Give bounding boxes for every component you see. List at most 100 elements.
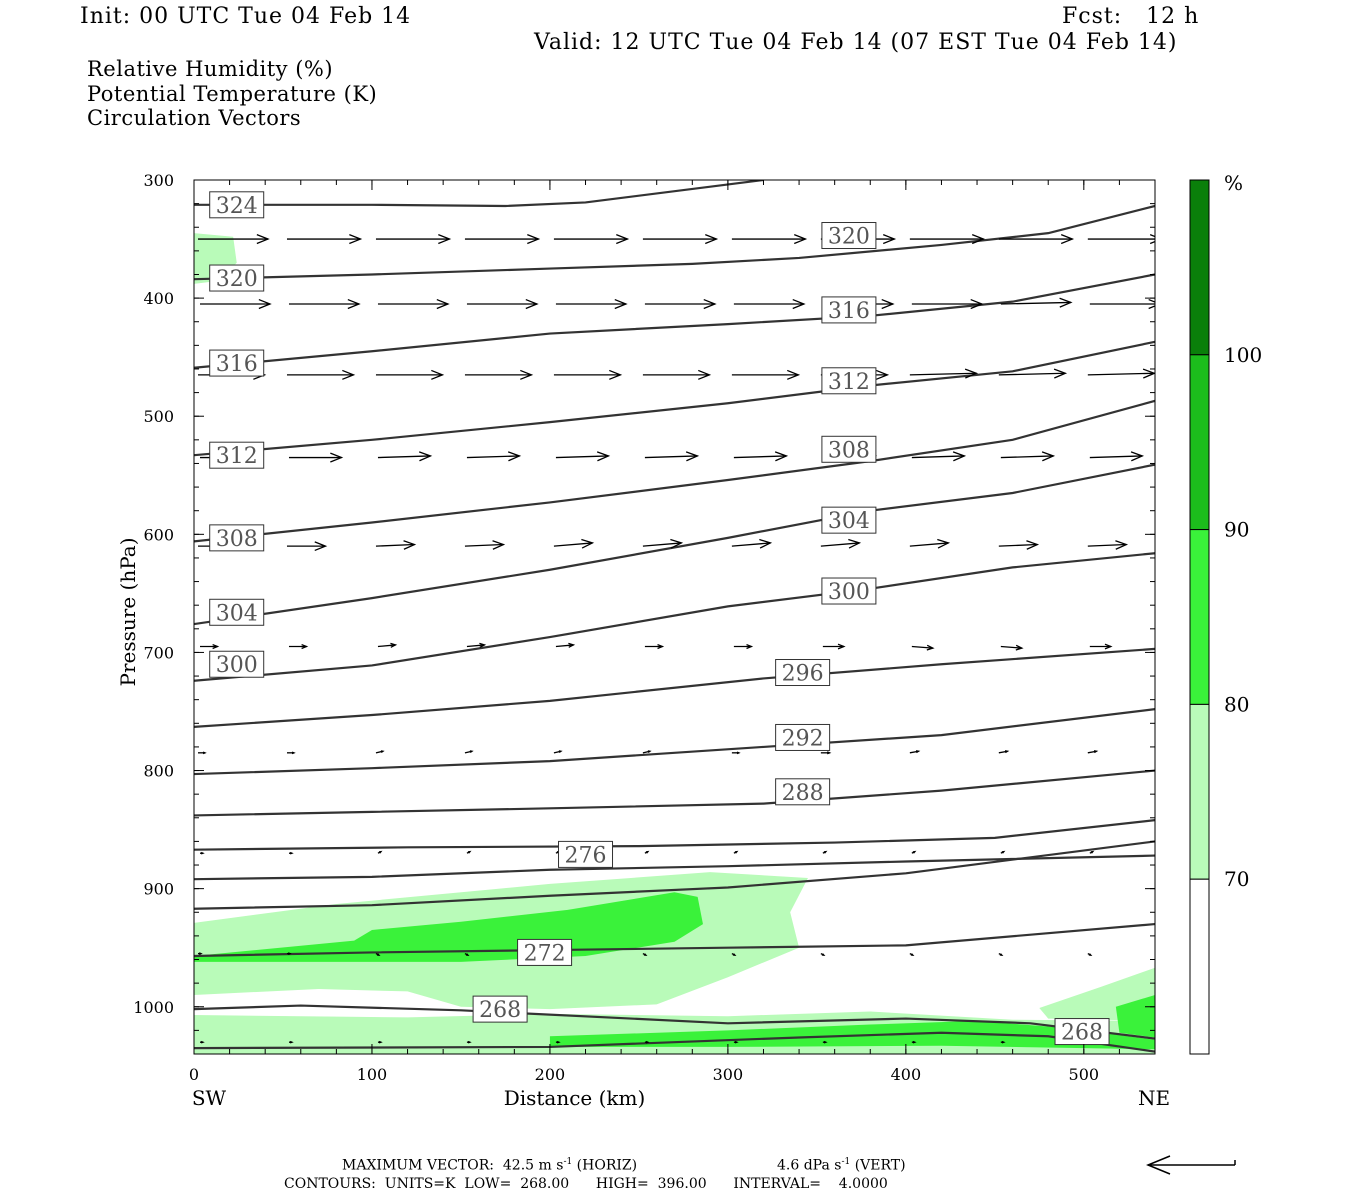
vert-unit: (VERT): [854, 1157, 906, 1174]
vector-head: [823, 1040, 828, 1044]
vector-head: [256, 233, 270, 245]
contour-label-304: 304: [828, 509, 870, 534]
contour-label-308: 308: [216, 527, 258, 552]
vector-shaft: [909, 372, 977, 376]
vector-head: [1015, 644, 1024, 651]
vector-head: [1165, 751, 1168, 753]
contour-label-box: [821, 367, 877, 395]
contour-label-box: [775, 659, 831, 687]
vector-head: [1162, 1041, 1164, 1042]
vector-shaft: [644, 455, 698, 459]
vector-head: [912, 850, 917, 854]
vector-head: [698, 369, 712, 380]
x-tick-label-300: 300: [713, 1065, 744, 1084]
vector-head: [915, 750, 921, 754]
vector-head: [1041, 451, 1056, 462]
vector-head: [1004, 750, 1010, 754]
vector-shaft: [1159, 954, 1162, 956]
contour-label-box: [517, 938, 573, 966]
vector-shaft: [733, 455, 787, 459]
vector-shaft: [909, 542, 949, 547]
vector-head: [736, 751, 741, 755]
vector-head: [937, 538, 951, 549]
vector-head: [912, 1040, 917, 1044]
vector-head: [525, 298, 539, 310]
vector-head: [520, 369, 534, 380]
contour-label-box: [209, 441, 265, 469]
vector-head: [1162, 852, 1164, 854]
x-axis-label: Distance (km): [504, 1086, 646, 1110]
vector-head: [647, 750, 652, 753]
vector-head: [999, 953, 1004, 957]
theta-contour-280: [194, 854, 1155, 881]
vector-head: [971, 233, 986, 245]
vector-head: [1160, 954, 1162, 956]
contour-label-312: 312: [828, 370, 870, 395]
y-tick-label-600: 600: [143, 525, 174, 544]
vector-head: [418, 451, 433, 462]
vector-head: [881, 298, 895, 310]
y-tick-label-400: 400: [143, 289, 174, 308]
vector-shaft: [1089, 455, 1143, 459]
max-vector-vertical: 4.6 dPa s: [777, 1157, 842, 1174]
vector-head: [380, 750, 385, 753]
contour-label-316: 316: [828, 299, 870, 324]
theta-contour-288: [194, 769, 1155, 817]
contour-label-308: 308: [828, 438, 870, 463]
vector-head: [952, 451, 967, 462]
vector-shaft: [555, 455, 609, 459]
vector-head: [342, 369, 356, 380]
vector-head: [645, 1040, 650, 1044]
vector-head: [527, 233, 541, 245]
contour-label-320: 320: [216, 267, 258, 292]
contour-label-316: 316: [216, 352, 258, 377]
vector-head: [645, 850, 650, 854]
theta-contour-316: [194, 273, 1155, 369]
vector-shaft: [731, 542, 771, 547]
colorbar-tick-70: 70: [1224, 867, 1249, 891]
contour-label-320: 320: [828, 225, 870, 250]
vector-shaft: [464, 543, 504, 547]
y-tick-label-800: 800: [143, 762, 174, 781]
vector-shaft: [377, 644, 396, 648]
vector-head: [212, 643, 220, 650]
vector-shaft: [1159, 751, 1168, 753]
vector-head: [970, 298, 984, 310]
vector-shaft: [642, 542, 682, 547]
theta-contour-304: [194, 463, 1155, 626]
vector-head: [558, 750, 563, 753]
vector-shaft: [911, 455, 965, 459]
vector-head: [202, 751, 207, 755]
contour-label-288: 288: [782, 781, 824, 806]
vector-head: [609, 369, 623, 380]
vector-head: [200, 1040, 205, 1044]
contour-label-box: [209, 191, 265, 219]
vector-head: [376, 953, 381, 957]
colorbar-tick-90: 90: [1224, 518, 1249, 542]
vector-head: [734, 1040, 739, 1044]
plot-frame: [193, 179, 1156, 1055]
vector-head: [258, 298, 272, 310]
vector-head: [289, 851, 294, 855]
vector-head: [403, 540, 417, 550]
contour-label-300: 300: [828, 580, 870, 605]
vector-head: [556, 1040, 561, 1044]
vector-head: [289, 1040, 294, 1044]
contour-label-box: [209, 650, 265, 678]
vector-head: [746, 643, 754, 650]
horiz-unit: (HORIZ): [576, 1157, 638, 1174]
vector-head: [774, 451, 789, 462]
vector-head: [1142, 368, 1155, 379]
max-vector-title: MAXIMUM VECTOR:: [342, 1157, 494, 1174]
vector-shaft: [1087, 372, 1155, 376]
reference-vector-head: [1146, 1155, 1171, 1175]
vector-head: [792, 298, 806, 310]
vector-head: [479, 642, 487, 648]
vector-head: [614, 298, 628, 310]
contour-label-276: 276: [565, 843, 607, 868]
theta-contour-268: [194, 1004, 1155, 1040]
rh-region-4: [194, 892, 703, 962]
vector-shaft: [377, 455, 431, 459]
vector-head: [732, 953, 737, 957]
vector-head: [581, 538, 595, 549]
